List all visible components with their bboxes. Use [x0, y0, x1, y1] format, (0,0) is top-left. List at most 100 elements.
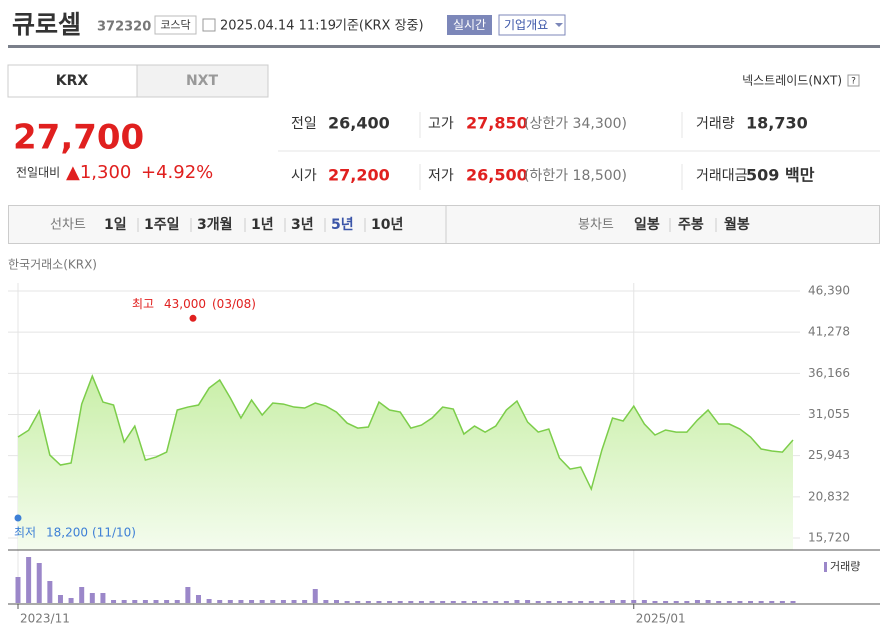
overview-label[interactable]: 기업개요: [504, 18, 548, 32]
volume-bar: [121, 600, 127, 603]
help[interactable]: ?: [851, 77, 856, 87]
price: 27,700: [13, 118, 144, 158]
field-limit: (하한가 18,500): [524, 168, 627, 184]
volume-bar: [726, 601, 732, 603]
field-limit: (상한가 34,300): [524, 116, 627, 132]
volume-bar: [716, 601, 722, 603]
period-button[interactable]: 3년: [291, 217, 314, 233]
tab-label[interactable]: KRX: [56, 73, 89, 89]
stock-code: 372320: [97, 20, 151, 35]
price-line: [17, 373, 794, 492]
help-box[interactable]: [847, 74, 860, 87]
x-tick-label: 2025/01: [636, 612, 686, 626]
y-tick-label: 46,390: [808, 284, 850, 298]
stock-name: 큐로셀: [12, 10, 81, 39]
volume-bar: [68, 598, 74, 603]
volume-bar: [684, 601, 690, 603]
volume-bar: [323, 600, 329, 603]
volume-bar: [429, 601, 435, 603]
volume-bar: [535, 601, 541, 603]
tab-krx[interactable]: [7, 64, 138, 98]
volume-bar: [546, 601, 552, 603]
volume-bar: [514, 600, 520, 603]
volume-bar: [79, 587, 85, 603]
volume-bar: [195, 595, 201, 603]
volume-bar: [493, 601, 499, 603]
field-label: 시가: [291, 168, 317, 184]
volume-bar: [641, 600, 647, 603]
volume-bar: [365, 601, 371, 603]
realtime-label[interactable]: 실시간: [453, 18, 486, 32]
volume-bar: [142, 600, 148, 603]
period-button[interactable]: 1년: [251, 217, 274, 233]
volume-bar: [164, 600, 170, 603]
volume-bar: [302, 600, 308, 603]
low-label: 최저: [14, 526, 36, 540]
volume-bar: [472, 601, 478, 603]
dropdown-arrow: [555, 23, 563, 27]
volume-bar: [790, 601, 796, 603]
volume-bar: [111, 600, 117, 603]
basis: 기준(KRX 장중): [335, 19, 424, 34]
field-value: 509 백만: [746, 166, 815, 185]
volume-bar: [694, 600, 700, 603]
volume-bar: [227, 600, 233, 603]
volume-bar: [185, 587, 191, 603]
tab-label[interactable]: NXT: [186, 73, 219, 89]
volume-bar: [312, 589, 318, 603]
change-rate: +4.92%: [141, 162, 213, 183]
change: ▲1,300: [66, 162, 131, 183]
volume-bar: [737, 601, 743, 603]
volume-bar: [673, 601, 679, 603]
volume-bar: [578, 601, 584, 603]
volume-bar: [663, 601, 669, 603]
field-label: 거래대금: [696, 168, 748, 184]
volume-bar: [387, 601, 393, 603]
high-value: 43,000: [164, 297, 206, 311]
tab-nxt[interactable]: [136, 64, 269, 98]
field-label: 저가: [428, 168, 454, 184]
volume-legend-swatch: [824, 562, 827, 572]
volume-bar: [440, 601, 446, 603]
volume-bar: [100, 593, 106, 603]
field-label: 고가: [428, 116, 454, 132]
y-tick-label: 41,278: [808, 325, 850, 339]
period-button[interactable]: 3개월: [197, 216, 233, 233]
volume-bar: [36, 563, 42, 603]
high-label: 최고: [132, 297, 154, 311]
candle-button[interactable]: 일봉: [634, 217, 660, 233]
volume-bar: [610, 600, 616, 603]
volume-bar: [153, 600, 159, 603]
low-dot: [14, 514, 22, 522]
volume-bar: [376, 601, 382, 603]
volume-bar: [588, 601, 594, 603]
volume-bar: [408, 601, 414, 603]
header-rule: [8, 45, 880, 48]
volume-bar: [631, 600, 637, 603]
toolbar: [8, 205, 880, 244]
candle-button[interactable]: 주봉: [678, 217, 704, 233]
x-tick-label: 2023/11: [20, 612, 70, 626]
y-tick-label: 20,832: [808, 489, 850, 503]
volume-bar: [620, 600, 626, 603]
period-button[interactable]: 1주일: [144, 217, 180, 233]
volume-legend: 거래량: [830, 560, 860, 573]
nxt-link[interactable]: 넥스트레이드(NXT): [742, 74, 842, 88]
y-tick-label: 15,720: [808, 531, 850, 545]
period-button[interactable]: 10년: [371, 217, 403, 233]
period-button[interactable]: 1일: [104, 217, 127, 233]
high-dot: [189, 314, 197, 322]
volume-bar: [270, 600, 276, 603]
volume-bar: [567, 601, 573, 603]
volume-bar: [238, 600, 244, 603]
low-value: 18,200: [46, 526, 88, 540]
y-tick-label: 36,166: [808, 366, 850, 380]
volume-bar: [249, 600, 255, 603]
volume-bar: [748, 601, 754, 603]
candle-button[interactable]: 월봉: [724, 216, 750, 233]
volume-bar: [47, 581, 53, 603]
period-button[interactable]: 5년: [331, 217, 354, 233]
overview-button[interactable]: [498, 14, 566, 36]
realtime-button[interactable]: [447, 15, 492, 35]
